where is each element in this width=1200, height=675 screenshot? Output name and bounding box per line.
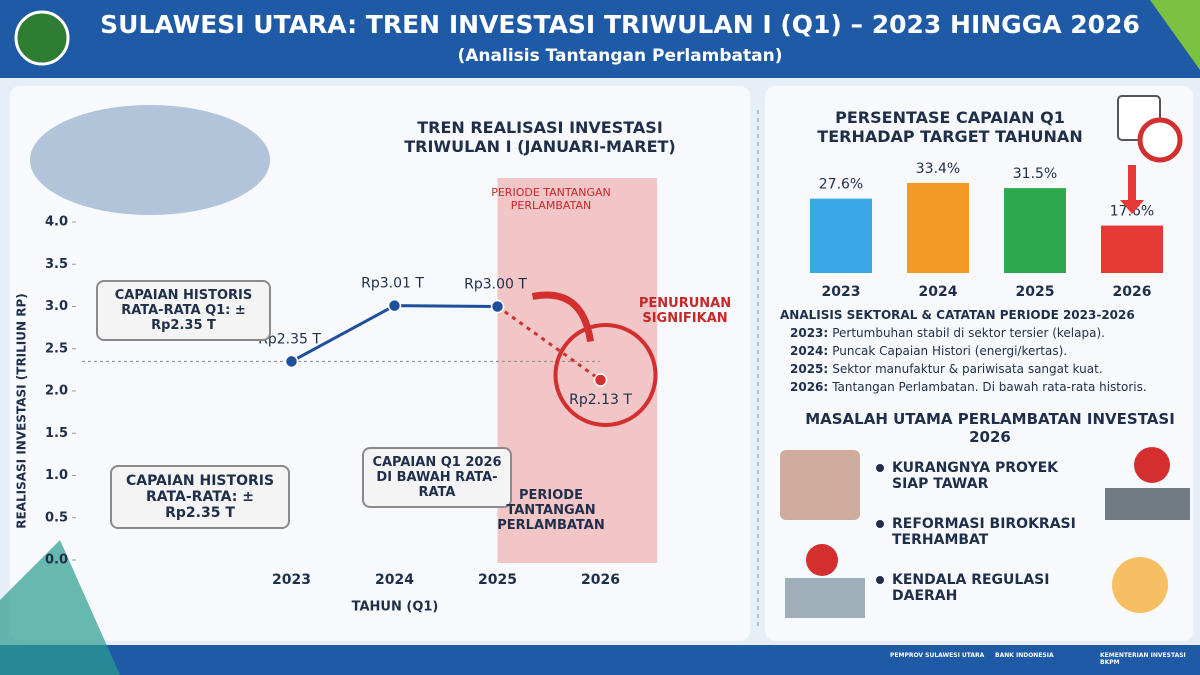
logo xyxy=(14,10,70,66)
icon xyxy=(806,544,838,576)
point xyxy=(490,299,505,314)
world-map xyxy=(30,105,270,215)
problem-item: KURANGNYA PROYEK SIAP TAWAR xyxy=(892,460,1059,492)
y-axis-label: REALISASI INVESTASI (TRILIUN RP) xyxy=(15,293,29,528)
callout: CAPAIAN HISTORIS RATA-RATA: ± Rp2.35 T xyxy=(110,465,290,529)
bar xyxy=(1004,188,1066,273)
arrow xyxy=(1120,165,1144,214)
note-year: 2025: xyxy=(790,362,829,376)
bullet xyxy=(876,520,884,528)
data-label: Rp2.13 T xyxy=(569,392,632,408)
point xyxy=(284,354,299,369)
shaded-region xyxy=(497,178,658,563)
page-subtitle: (Analisis Tantangan Perlambatan) xyxy=(457,46,783,66)
note-year: 2023: xyxy=(790,326,829,340)
header-band xyxy=(0,0,1200,78)
note: 2024: Puncak Capaian Histori (energi/kert… xyxy=(790,344,1195,358)
icon xyxy=(1134,447,1170,483)
bar xyxy=(907,183,969,273)
region-label: PERIODE TANTANGAN PERLAMBATAN xyxy=(491,186,611,212)
page-title: SULAWESI UTARA: TREN INVESTASI TRIWULAN … xyxy=(100,10,1140,39)
footer-label: KEMENTERIAN INVESTASI BKPM xyxy=(1100,652,1186,666)
note-text: Sektor manufaktur & pariwisata sangat ku… xyxy=(832,362,1103,376)
x-axis-label: TAHUN (Q1) xyxy=(352,600,439,615)
highlight-ring xyxy=(553,323,658,428)
y-tick-label: 4.0 xyxy=(45,215,68,230)
y-tick-label: 1.0 xyxy=(45,468,68,483)
callout: CAPAIAN Q1 2026 DI BAWAH RATA-RATA xyxy=(362,447,512,508)
note-year: 2024: xyxy=(790,344,829,358)
bullet xyxy=(876,464,884,472)
note: 2023: Pertumbuhan stabil di sektor tersie… xyxy=(790,326,1195,340)
data-label: 33.4% xyxy=(916,161,960,177)
notes-heading: ANALISIS SEKTORAL & CATATAN PERIODE 2023… xyxy=(780,308,1135,322)
note: 2026: Tantangan Perlambatan. Di bawah rat… xyxy=(790,380,1195,394)
y-tick-label: 2.5 xyxy=(45,341,68,356)
bar xyxy=(810,198,872,273)
x-tick-label: 2024 xyxy=(375,572,414,588)
data-label: Rp2.35 T xyxy=(258,331,321,347)
line-segment xyxy=(496,305,602,382)
point xyxy=(387,298,402,313)
point xyxy=(593,373,608,387)
footer-band xyxy=(0,645,1200,675)
x-tick-label: 2024 xyxy=(919,284,958,300)
decoration xyxy=(1150,0,1200,70)
target-icon xyxy=(1137,117,1183,163)
bullet xyxy=(876,576,884,584)
problems-heading: MASALAH UTAMA PERLAMBATAN INVESTASI 2026 xyxy=(805,410,1175,446)
problem-item: KENDALA REGULASI DAERAH xyxy=(892,572,1050,604)
icon xyxy=(780,450,860,520)
note-text: Tantangan Perlambatan. Di bawah rata-rat… xyxy=(832,380,1147,394)
bar-chart-title: PERSENTASE CAPAIAN Q1 TERHADAP TARGET TA… xyxy=(817,108,1083,146)
y-tick-label: 2.0 xyxy=(45,384,68,399)
y-tick-label: 0.5 xyxy=(45,510,68,525)
note-year: 2026: xyxy=(790,380,829,394)
footer-label: PEMPROV SULAWESI UTARA xyxy=(890,652,985,659)
data-label: Rp3.00 T xyxy=(464,277,527,293)
y-tick-label: 0.0 xyxy=(45,553,68,568)
data-label: Rp3.01 T xyxy=(361,276,424,292)
y-tick-label: 3.0 xyxy=(45,299,68,314)
icon xyxy=(1112,557,1168,613)
icon xyxy=(785,578,865,618)
problem-item: REFORMASI BIROKRASI TERHAMBAT xyxy=(892,516,1076,548)
bar xyxy=(1101,225,1163,273)
x-tick-label: 2025 xyxy=(478,572,517,588)
y-tick-label: 3.5 xyxy=(45,257,68,272)
x-tick-label: 2023 xyxy=(272,572,311,588)
x-tick-label: 2026 xyxy=(1113,284,1152,300)
arrow xyxy=(531,291,594,343)
icon xyxy=(1105,488,1190,520)
data-label: 31.5% xyxy=(1013,166,1057,182)
data-label: 27.6% xyxy=(819,177,863,193)
x-tick-label: 2023 xyxy=(822,284,861,300)
region-label: PERIODE TANTANGAN PERLAMBATAN xyxy=(497,488,605,533)
footer-label: BANK INDONESIA xyxy=(995,652,1054,659)
callout: CAPAIAN HISTORIS RATA-RATA Q1: ± Rp2.35 … xyxy=(96,280,271,341)
x-tick-label: 2026 xyxy=(581,572,620,588)
note: 2025: Sektor manufaktur & pariwisata sang… xyxy=(790,362,1195,376)
note-text: Pertumbuhan stabil di sektor tersier (ke… xyxy=(832,326,1105,340)
note-text: Puncak Capaian Histori (energi/kertas). xyxy=(832,344,1068,358)
annotation: PENURUNAN SIGNIFIKAN xyxy=(638,296,732,326)
y-tick-label: 1.5 xyxy=(45,426,68,441)
line-chart-title: TREN REALISASI INVESTASI TRIWULAN I (JAN… xyxy=(404,118,676,156)
decoration xyxy=(0,540,120,675)
x-tick-label: 2025 xyxy=(1016,284,1055,300)
